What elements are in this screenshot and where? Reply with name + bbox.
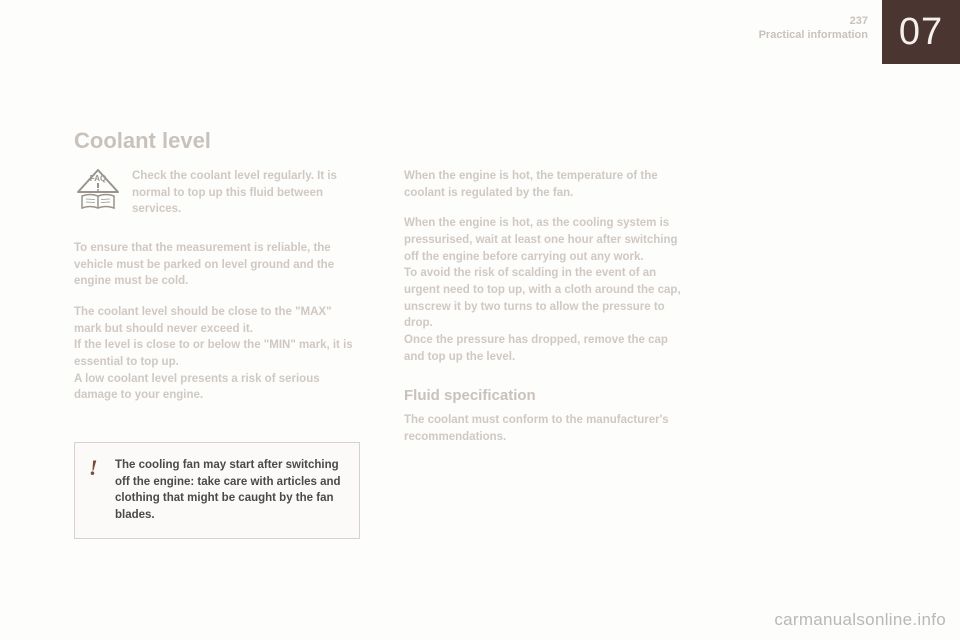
- warning-text: The cooling fan may start after switchin…: [115, 457, 345, 524]
- columns: FAQ Check the coolant level reg: [74, 168, 900, 460]
- content-area: Coolant level FAQ: [74, 128, 900, 460]
- page-header-meta: 237 Practical information: [759, 14, 868, 43]
- manual-page: 07 237 Practical information Coolant lev…: [0, 0, 960, 640]
- column-left: FAQ Check the coolant level reg: [74, 168, 356, 460]
- col2-paragraph-2: When the engine is hot, as the cooling s…: [404, 215, 686, 365]
- column-right: When the engine is hot, the temperature …: [404, 168, 686, 460]
- sub-section-title: Fluid specification: [404, 387, 686, 404]
- watermark: carmanualsonline.info: [774, 610, 946, 630]
- warning-icon: !: [89, 457, 103, 524]
- section-title: Coolant level: [74, 128, 900, 154]
- intro-text: Check the coolant level regularly. It is…: [132, 168, 356, 218]
- faq-manual-icon: FAQ: [74, 168, 122, 218]
- col2-paragraph-3: The coolant must conform to the manufact…: [404, 412, 686, 445]
- header-title: Practical information: [759, 28, 868, 42]
- chapter-number: 07: [899, 11, 943, 54]
- intro-row: FAQ Check the coolant level reg: [74, 168, 356, 218]
- warning-box: ! The cooling fan may start after switch…: [74, 442, 360, 539]
- chapter-tab: 07: [882, 0, 960, 64]
- svg-text:FAQ: FAQ: [90, 174, 106, 183]
- col1-paragraph-2: The coolant level should be close to the…: [74, 304, 356, 404]
- col2-paragraph-1: When the engine is hot, the temperature …: [404, 168, 686, 201]
- page-number: 237: [759, 14, 868, 28]
- col1-paragraph-1: To ensure that the measurement is reliab…: [74, 240, 356, 290]
